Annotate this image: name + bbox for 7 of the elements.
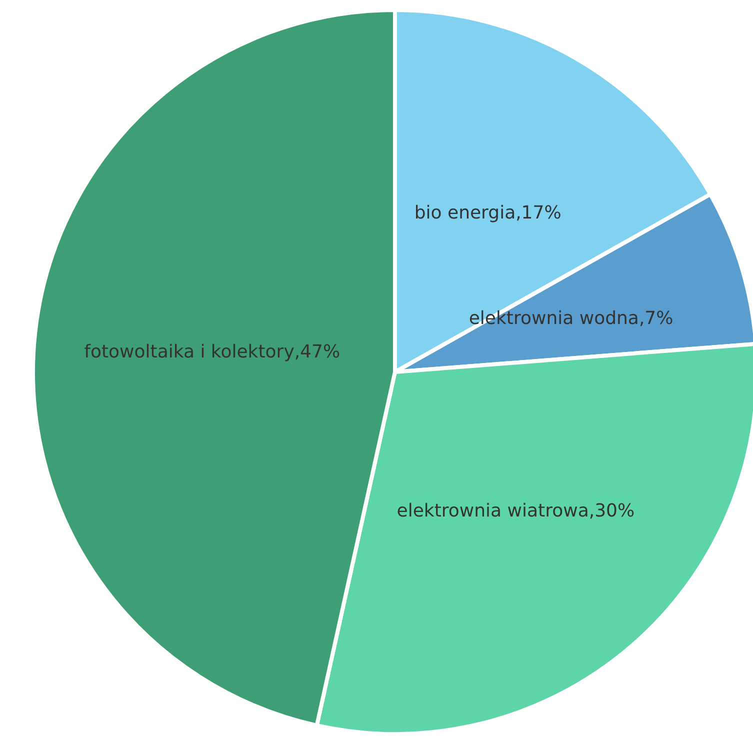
slice-label: fotowoltaika i kolektory xyxy=(84,342,295,363)
data-label: ,7% xyxy=(638,308,674,329)
slice-label: elektrownia wiatrowa xyxy=(396,500,589,522)
data-label: ,47% xyxy=(294,342,340,363)
data-label: ,17% xyxy=(516,202,562,224)
data-label: ,30% xyxy=(588,500,635,522)
slice-label: bio energia xyxy=(414,202,516,224)
